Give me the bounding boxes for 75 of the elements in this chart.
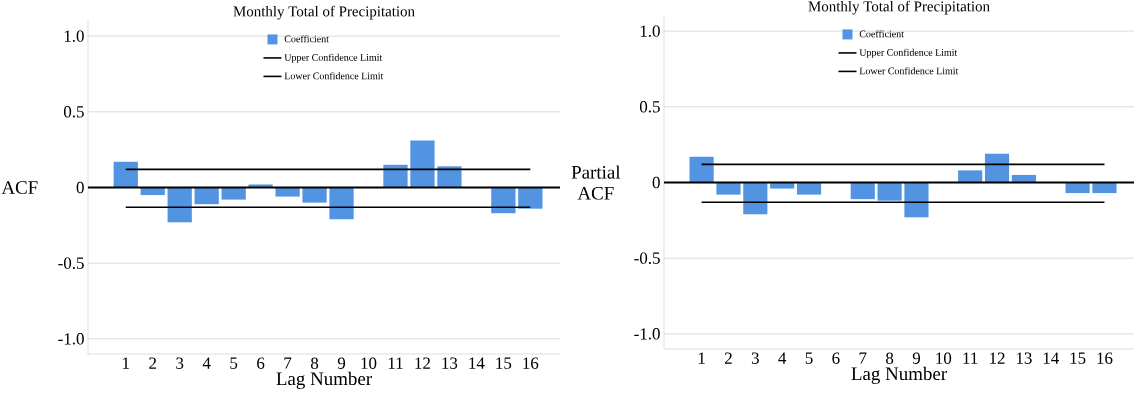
y-axis-title: ACF xyxy=(1,181,38,194)
x-tick-label: 8 xyxy=(886,352,894,364)
bar xyxy=(984,153,1010,183)
bar xyxy=(167,187,192,223)
bar xyxy=(113,161,138,188)
x-tick-label: 15 xyxy=(496,357,512,369)
x-tick-label: 1 xyxy=(123,357,129,369)
x-tick-label: 1 xyxy=(698,352,705,364)
y-tick-label: -1.0 xyxy=(634,328,660,340)
bar xyxy=(437,166,462,188)
x-tick-label: 5 xyxy=(805,352,813,364)
x-tick-label: 10 xyxy=(361,357,377,369)
x-axis-title: Lag Number xyxy=(851,366,947,384)
x-tick-label: 16 xyxy=(1097,352,1113,364)
y-tick-label: -0.5 xyxy=(58,257,84,269)
x-tick-label: 5 xyxy=(230,357,238,369)
x-tick-label: 2 xyxy=(149,357,157,369)
chart-title: Monthly Total of Precipitation xyxy=(808,0,990,15)
y-tick-label: 0.5 xyxy=(63,106,84,118)
legend-label: Upper Confidence Limit xyxy=(859,48,958,58)
x-tick-label: 8 xyxy=(310,357,319,369)
y-tick-label: 0 xyxy=(652,176,660,189)
x-tick-label: 4 xyxy=(778,352,787,364)
y-axis-title: Partial ACF xyxy=(571,165,621,200)
chart-title: Monthly Total of Precipitation xyxy=(233,5,415,20)
x-tick-label: 9 xyxy=(912,352,921,364)
x-tick-label: 2 xyxy=(724,352,732,364)
bar xyxy=(383,164,408,188)
x-tick-label: 14 xyxy=(1043,352,1059,364)
x-tick-label: 7 xyxy=(859,352,867,364)
y-tick-label: 0 xyxy=(76,181,84,194)
bar xyxy=(877,182,902,201)
x-tick-label: 11 xyxy=(388,357,403,369)
bar xyxy=(743,182,768,215)
x-tick-label: 13 xyxy=(442,357,458,369)
bar xyxy=(904,182,929,218)
bar xyxy=(194,187,219,205)
x-tick-label: 16 xyxy=(523,357,539,369)
x-tick-label: 6 xyxy=(832,352,840,364)
y-tick-label: -0.5 xyxy=(634,252,660,264)
x-tick-label: 11 xyxy=(963,352,978,364)
legend-label: Coefficient xyxy=(859,30,904,38)
legend-label: Lower Confidence Limit xyxy=(859,67,959,75)
y-tick-label: 0.5 xyxy=(639,101,660,113)
bar xyxy=(518,187,543,209)
bar xyxy=(716,182,741,195)
x-tick-label: 7 xyxy=(284,357,292,369)
bar xyxy=(689,156,714,183)
bar xyxy=(1065,182,1090,194)
x-tick-label: 9 xyxy=(337,357,346,369)
x-tick-label: 3 xyxy=(176,357,184,369)
x-axis-title: Lag Number xyxy=(276,371,372,389)
x-tick-label: 12 xyxy=(990,352,1005,364)
bar xyxy=(958,170,983,183)
x-tick-label: 14 xyxy=(469,357,485,369)
bar xyxy=(1092,182,1117,194)
x-tick-label: 15 xyxy=(1070,352,1086,364)
x-tick-label: 3 xyxy=(751,352,759,364)
y-tick-label: 1.0 xyxy=(64,30,84,42)
bar xyxy=(850,182,875,200)
bar xyxy=(329,187,354,220)
y-tick-label: 1.0 xyxy=(640,25,660,37)
legend-label: Coefficient xyxy=(284,35,329,43)
bar xyxy=(410,140,435,188)
legend-label: Upper Confidence Limit xyxy=(284,53,383,63)
bar xyxy=(221,187,246,200)
y-tick-label: -1.0 xyxy=(58,333,84,345)
x-tick-label: 10 xyxy=(936,352,952,364)
x-tick-label: 4 xyxy=(202,357,211,369)
bar xyxy=(796,182,822,195)
x-tick-label: 13 xyxy=(1016,352,1032,364)
x-tick-label: 6 xyxy=(257,357,265,369)
bar xyxy=(302,187,327,203)
legend-label: Lower Confidence Limit xyxy=(284,72,384,80)
x-tick-label: 12 xyxy=(415,357,430,369)
